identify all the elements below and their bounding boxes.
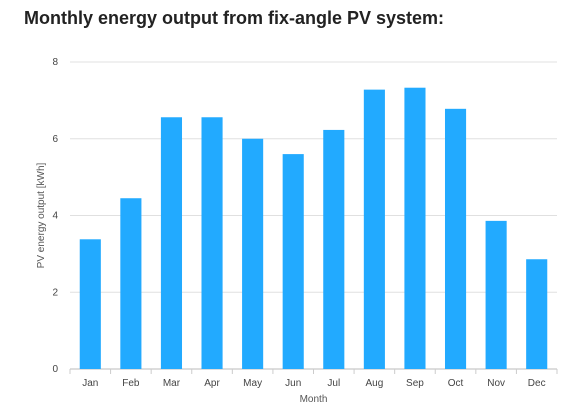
bar-may: [242, 138, 264, 369]
x-tick-label-nov: Nov: [487, 378, 505, 389]
chart-title: Monthly energy output from fix-angle PV …: [24, 8, 445, 28]
x-tick-label-sep: Sep: [406, 378, 424, 389]
x-tick-label-may: May: [243, 378, 262, 389]
x-tick-label-aug: Aug: [365, 378, 383, 389]
y-axis-label: PV energy output [kWh]: [36, 162, 47, 268]
x-tick-label-apr: Apr: [204, 378, 220, 389]
x-tick-label-jul: Jul: [327, 378, 340, 389]
x-axis-label: Month: [300, 394, 328, 405]
x-tick-label-jan: Jan: [82, 378, 98, 389]
bar-aug: [363, 89, 385, 369]
bar-dec: [526, 259, 548, 369]
bar-sep: [404, 87, 426, 370]
bars: [79, 87, 548, 370]
grid-lines: [70, 61, 557, 370]
y-tick-label-1: 2: [52, 287, 58, 298]
bar-jul: [323, 129, 345, 369]
y-tick-label-4: 8: [52, 57, 58, 68]
bar-apr: [201, 117, 223, 369]
x-tick-label-dec: Dec: [528, 378, 546, 389]
y-tick-label-0: 0: [52, 364, 58, 375]
x-tick-label-mar: Mar: [163, 378, 181, 389]
x-tick-label-oct: Oct: [448, 378, 464, 389]
bar-jun: [282, 154, 304, 369]
y-tick-label-2: 4: [52, 211, 58, 222]
bar-mar: [160, 117, 183, 369]
axes: 0 2 4 6 8 Jan Feb Mar Apr May Jun Jul Aug Sep Oct Nov De…: [52, 57, 558, 389]
bar-jan: [79, 239, 101, 369]
bar-nov: [485, 220, 507, 369]
x-tick-label-jun: Jun: [285, 378, 301, 389]
y-tick-label-3: 6: [52, 134, 58, 145]
bar-feb: [120, 198, 142, 369]
bar-oct: [444, 108, 467, 369]
x-tick-label-feb: Feb: [122, 378, 140, 389]
